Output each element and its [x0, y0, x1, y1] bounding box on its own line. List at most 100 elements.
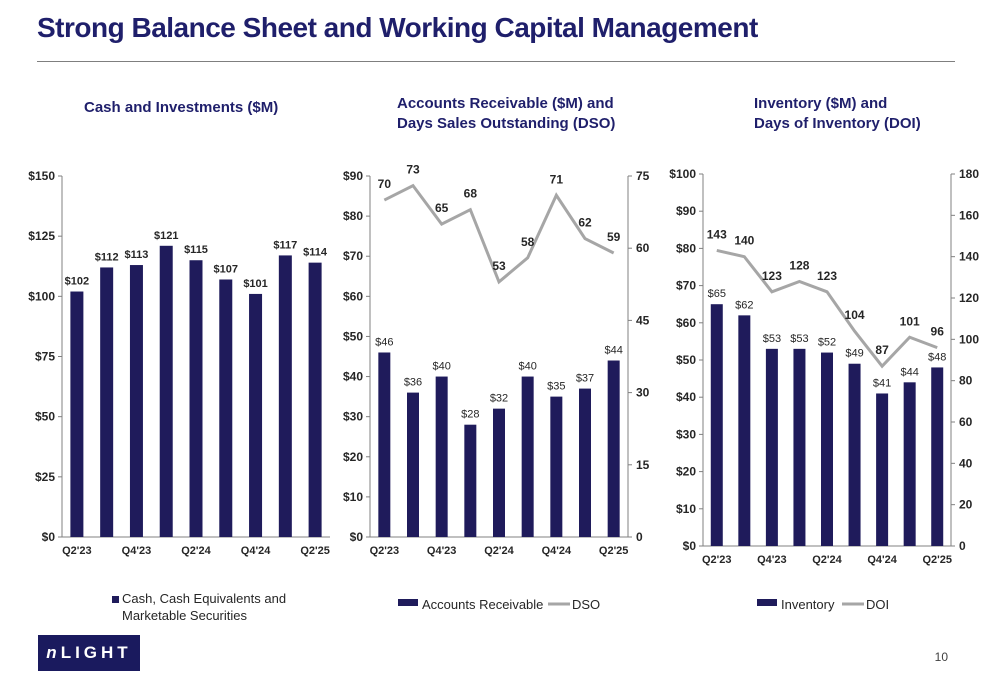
title-divider — [37, 61, 955, 62]
inv-left-tick-label: $90 — [676, 204, 696, 218]
inv-line-label: 123 — [817, 269, 837, 283]
inv-bar — [793, 348, 806, 546]
inv-left-tick-label: $20 — [676, 465, 696, 479]
inv-line-label: 128 — [789, 258, 809, 272]
ar-right-tick-label: 15 — [636, 458, 650, 472]
ar-line-label: 73 — [406, 163, 420, 177]
inv-bar-label: $49 — [845, 348, 863, 360]
cash-left-tick-label: $25 — [35, 470, 55, 484]
ar-line-series — [383, 183, 615, 285]
ar-left-tick-label: $80 — [343, 209, 363, 223]
cash-bar — [100, 267, 114, 537]
ar-bar — [550, 396, 563, 537]
ar-bar — [407, 392, 419, 537]
ar-left-tick-label: $30 — [343, 410, 363, 424]
inv-x-tick-label: Q2'25 — [922, 554, 952, 566]
cash-bar-label: $107 — [214, 263, 238, 275]
ar-bar-label: $37 — [576, 373, 594, 385]
inv-left-tick-label: $40 — [676, 390, 696, 404]
cash-x-tick-label: Q2'23 — [62, 545, 92, 557]
cash-bar-label: $114 — [303, 247, 328, 259]
ar-left-tick-label: $0 — [350, 530, 364, 544]
ar-bar — [521, 376, 534, 537]
cash-left-tick-label: $50 — [35, 410, 55, 424]
inv-right-tick-label: 0 — [959, 539, 966, 553]
ar-chart-title-line-2: Days Sales Outstanding (DSO) — [397, 115, 616, 132]
inv-line-label: 123 — [762, 269, 782, 283]
inv-x-tick-label: Q2'24 — [812, 554, 842, 566]
inv-right-tick-label: 100 — [959, 332, 979, 346]
inv-left-tick-label: $80 — [676, 241, 696, 255]
ar-line-label: 53 — [492, 259, 506, 273]
inv-legend-line-label: DOI — [866, 597, 889, 612]
ar-line-label: 58 — [521, 235, 535, 249]
ar-line-label: 70 — [378, 177, 392, 191]
inv-bar-label: $62 — [735, 299, 753, 311]
inv-left-tick-label: $100 — [669, 167, 696, 181]
cash-bar — [189, 260, 203, 537]
cash-bar — [159, 245, 173, 537]
cash-legend-label: Marketable Securities — [122, 608, 247, 623]
inv-right-tick-label: 180 — [959, 167, 979, 181]
ar-left-tick-label: $20 — [343, 450, 363, 464]
inv-chart-title: Inventory ($M) and Days of Inventory (DO… — [754, 94, 921, 134]
ar-bar — [607, 360, 620, 537]
ar-x-tick-label: Q2'23 — [370, 545, 400, 557]
inv-x-tick-label: Q4'24 — [867, 554, 897, 566]
logo-prefix: n — [46, 643, 58, 662]
ar-left-tick-label: $60 — [343, 289, 363, 303]
ar-bar-label: $32 — [490, 393, 508, 405]
cash-x-tick-label: Q4'24 — [241, 545, 271, 557]
cash-bar-label: $112 — [95, 251, 119, 263]
inv-x-tick-label: Q2'23 — [702, 554, 732, 566]
ar-line-label: 62 — [578, 216, 592, 230]
ar-bar — [579, 388, 591, 537]
inv-line-label: 87 — [875, 343, 889, 357]
ar-chart-title: Accounts Receivable ($M) and Days Sales … — [397, 94, 615, 134]
ar-right-tick-label: 0 — [636, 530, 643, 544]
cash-left-tick-label: $0 — [42, 530, 56, 544]
ar-x-tick-label: Q4'23 — [427, 545, 457, 557]
cash-chart-title: Cash and Investments ($M) — [84, 98, 278, 118]
ar-legend-line-label: DSO — [572, 597, 600, 612]
ar-legend-bar-swatch — [398, 599, 418, 606]
ar-bar-label: $28 — [461, 409, 479, 421]
inv-left-tick-label: $60 — [676, 316, 696, 330]
inv-line-label: 101 — [900, 314, 920, 328]
page-number: 10 — [934, 650, 948, 664]
ar-left-tick-label: $90 — [343, 169, 363, 183]
inv-left-tick-label: $0 — [683, 539, 697, 553]
ar-line-label: 65 — [435, 201, 449, 215]
ar-right-tick-label: 60 — [636, 241, 650, 255]
cash-left-tick-label: $125 — [28, 229, 55, 243]
inv-line-label: 96 — [931, 325, 945, 339]
cash-bar — [219, 279, 233, 537]
slide-title: Strong Balance Sheet and Working Capital… — [37, 12, 758, 43]
inv-bar — [765, 348, 778, 546]
inv-bar — [738, 315, 751, 546]
inv-bar-label: $44 — [900, 366, 918, 378]
ar-bar-label: $36 — [404, 377, 422, 389]
inv-bar-label: $53 — [763, 333, 781, 345]
cash-bar — [129, 265, 143, 537]
cash-bar — [278, 255, 292, 538]
inv-bar — [821, 352, 833, 546]
ar-line-label: 71 — [550, 172, 564, 186]
inv-right-tick-label: 160 — [959, 208, 979, 222]
inv-left-tick-label: $30 — [676, 427, 696, 441]
cash-left-tick-label: $75 — [35, 350, 55, 364]
inv-bar — [710, 304, 723, 546]
cash-bar — [249, 293, 263, 537]
cash-left-tick-label: $150 — [28, 169, 55, 183]
inv-bar-label: $65 — [708, 288, 726, 300]
cash-bar-label: $117 — [273, 239, 297, 251]
inv-bar — [848, 363, 861, 546]
inv-line-label: 104 — [845, 308, 865, 322]
inv-bar-label: $41 — [873, 377, 891, 389]
cash-chart-title-line: Cash and Investments ($M) — [84, 99, 279, 116]
inv-left-tick-label: $50 — [676, 353, 696, 367]
inv-right-tick-label: 120 — [959, 291, 979, 305]
inv-x-tick-label: Q4'23 — [757, 554, 787, 566]
ar-line-label: 59 — [607, 230, 621, 244]
ar-bar-label: $40 — [518, 361, 536, 373]
